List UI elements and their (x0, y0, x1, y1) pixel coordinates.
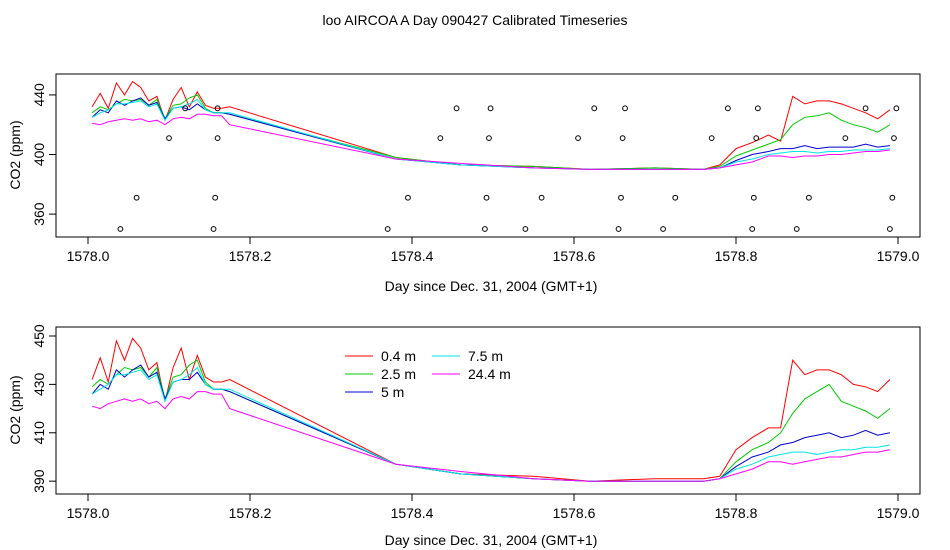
data-point-marker (619, 135, 626, 142)
data-point-marker (750, 194, 757, 201)
top-panel-ticks: 1578.0 1578.2 1578.4 1578.6 1578.8 1579.0 360 4… (31, 83, 920, 264)
data-point-marker (615, 226, 622, 232)
data-point-marker (708, 135, 715, 142)
top-series-line-s5 (91, 97, 890, 170)
data-point-marker (214, 135, 221, 142)
data-point-marker (806, 194, 812, 201)
top-y-tick-label: 360 (31, 202, 47, 226)
bottom-x-tick-label: 1578.2 (229, 505, 272, 521)
data-point-marker (210, 226, 217, 232)
bottom-series-line-s244 (91, 391, 890, 482)
top-x-tick-label: 1579.0 (877, 248, 920, 264)
data-point-marker (133, 194, 140, 201)
data-point-marker (214, 105, 221, 112)
bottom-y-tick-label: 390 (31, 469, 47, 493)
bottom-panel-frame (55, 326, 921, 495)
data-point-marker (618, 194, 624, 201)
bottom-panel: 1578.0 1578.2 1578.4 1578.6 1578.8 1579.0 390 4… (7, 324, 921, 548)
legend-label-s75: 7.5 m (468, 348, 503, 364)
data-point-marker (591, 105, 598, 112)
top-panel-series (91, 80, 891, 170)
top-x-tick-label: 1578.8 (715, 248, 758, 264)
data-point-marker (384, 226, 391, 232)
data-point-marker (660, 226, 666, 232)
top-x-axis-label: Day since Dec. 31, 2004 (GMT+1) (385, 278, 598, 294)
bottom-x-tick-label: 1578.6 (553, 505, 596, 521)
bottom-x-axis-label: Day since Dec. 31, 2004 (GMT+1) (385, 532, 598, 548)
data-point-marker (166, 135, 172, 142)
top-x-tick-label: 1578.0 (67, 248, 110, 264)
bottom-series-line-s5 (91, 364, 890, 482)
legend: 0.4 m 2.5 m 5 m 7.5 m 24.4 m (345, 348, 511, 400)
top-series-line-s244 (92, 113, 890, 170)
data-point-marker (486, 135, 492, 142)
data-point-marker (538, 194, 545, 201)
data-point-marker (842, 135, 849, 142)
bottom-panel-series (91, 337, 891, 482)
data-point-marker (893, 105, 900, 112)
top-y-axis-label: CO2 (ppm) (7, 120, 23, 189)
data-point-marker (622, 105, 628, 112)
data-point-marker (891, 135, 897, 142)
data-point-marker (889, 194, 896, 201)
bottom-x-tick-label: 1578.4 (391, 505, 434, 521)
bottom-y-tick-label: 450 (31, 324, 47, 348)
legend-label-s25: 2.5 m (381, 366, 416, 382)
data-point-marker (754, 105, 761, 112)
data-point-marker (753, 135, 760, 142)
data-point-marker (117, 226, 124, 232)
data-point-marker (862, 105, 869, 112)
bottom-x-tick-label: 1578.0 (67, 505, 110, 521)
legend-label-s5: 5 m (381, 384, 404, 400)
top-x-tick-label: 1578.4 (391, 248, 434, 264)
data-point-marker (522, 226, 529, 232)
data-point-marker (672, 194, 679, 201)
data-point-marker (575, 135, 581, 142)
data-point-marker (725, 105, 731, 112)
data-point-marker (405, 194, 411, 201)
data-point-marker (437, 135, 444, 142)
top-series-line-s75 (91, 98, 890, 170)
top-panel: 1578.0 1578.2 1578.4 1578.6 1578.8 1579.0 360 4… (7, 73, 921, 294)
data-point-marker (887, 226, 893, 232)
bottom-x-tick-label: 1579.0 (877, 505, 920, 521)
legend-label-s244: 24.4 m (468, 366, 511, 382)
data-point-marker (793, 226, 800, 232)
bottom-x-tick-label: 1578.8 (715, 505, 758, 521)
bottom-y-axis-label: CO2 (ppm) (7, 375, 23, 444)
data-point-marker (182, 105, 189, 112)
top-panel-points (117, 105, 900, 232)
bottom-panel-ticks: 1578.0 1578.2 1578.4 1578.6 1578.8 1579.0 390 4… (31, 324, 920, 521)
bottom-y-tick-label: 410 (31, 421, 47, 445)
top-y-tick-label: 400 (31, 143, 47, 167)
data-point-marker (453, 105, 460, 112)
top-x-tick-label: 1578.6 (553, 248, 596, 264)
top-x-tick-label: 1578.2 (229, 248, 272, 264)
bottom-y-tick-label: 430 (31, 372, 47, 396)
top-panel-frame (55, 73, 921, 238)
data-point-marker (483, 194, 490, 201)
data-point-marker (487, 105, 494, 112)
bottom-series-line-s75 (91, 366, 890, 482)
data-point-marker (749, 226, 756, 232)
figure-title: loo AIRCOA A Day 090427 Calibrated Times… (322, 12, 627, 28)
data-point-marker (482, 226, 488, 232)
top-y-tick-label: 440 (31, 83, 47, 107)
data-point-marker (212, 194, 219, 201)
legend-label-s04: 0.4 m (381, 348, 416, 364)
